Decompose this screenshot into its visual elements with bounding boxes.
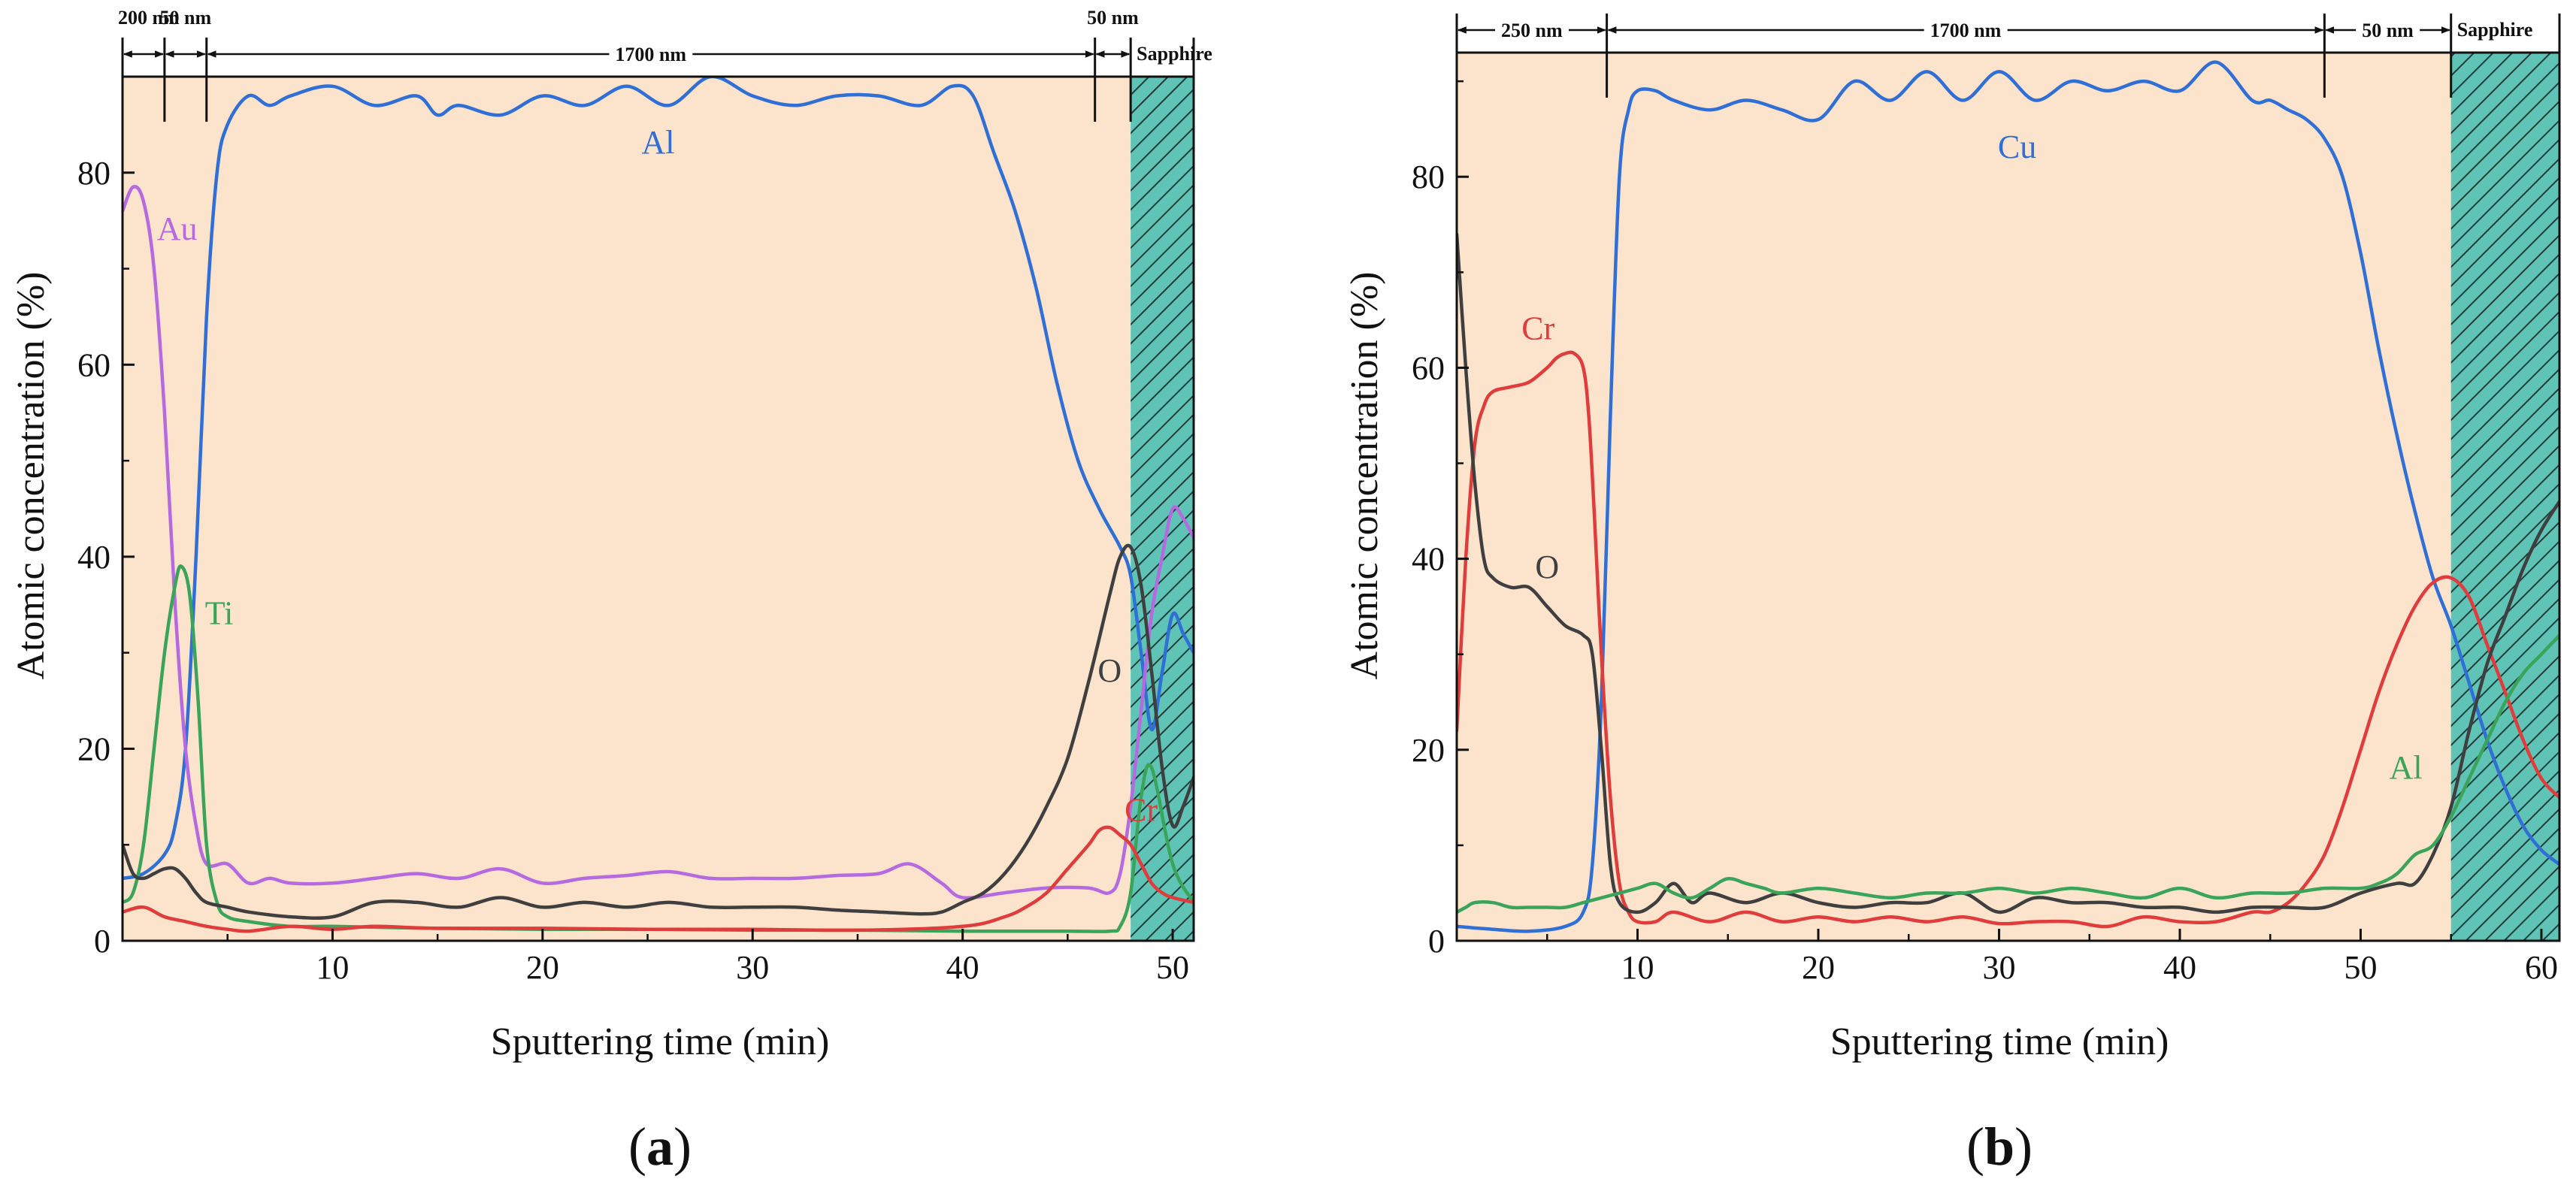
panel-b-y-axis-title: Atomic concentration (%) [1343, 272, 1386, 680]
panel-b: 250 nm 1700 nm 50 nm Sapphire Cu Cr O Al 10 20 3… [1343, 14, 2561, 1177]
panel-b-layer-backgrounds [1457, 53, 2559, 941]
y-tick-label: 80 [1412, 159, 1445, 195]
series-label-o: O [1097, 652, 1122, 689]
y-tick-label: 60 [77, 346, 110, 383]
panel-b-layer-annotations: 250 nm 1700 nm 50 nm Sapphire [1455, 14, 2561, 98]
layer-thickness-label: Sapphire [2457, 19, 2533, 41]
y-tick-label: 80 [77, 155, 110, 192]
x-tick-label: 50 [2344, 949, 2377, 986]
y-tick-label: 0 [1428, 923, 1445, 960]
y-tick-label: 20 [1412, 732, 1445, 769]
series-line-cr [1457, 350, 2559, 929]
series-label-al: Al [2390, 749, 2423, 786]
series-label-o: O [1535, 549, 1559, 585]
series-label-ti: Ti [205, 594, 234, 631]
panel-a-y-axis-title: Atomic concentration (%) [10, 272, 53, 680]
y-tick-label: 40 [77, 539, 110, 576]
y-tick-label: 20 [77, 730, 110, 767]
layer-label-background [1924, 21, 2008, 39]
panel-a-layer-backgrounds [123, 77, 1194, 941]
x-tick-label: 40 [946, 949, 979, 986]
y-tick-label: 40 [1412, 541, 1445, 578]
panel-a-label: (a) [628, 1117, 692, 1177]
layer-thickness-label: Sapphire [1137, 43, 1212, 65]
panel-b-x-axis-title: Sputtering time (min) [1830, 1020, 2169, 1063]
layer-thickness-label: 50 nm [1087, 7, 1139, 29]
x-tick-label: 50 [1156, 949, 1189, 986]
panel-b-label: (b) [1966, 1117, 2033, 1177]
series-label-au: Au [157, 210, 198, 247]
y-tick-label: 0 [94, 923, 110, 960]
layer-thickness-label: 50 nm [160, 7, 212, 29]
x-tick-label: 60 [2525, 949, 2558, 986]
x-tick-label: 20 [526, 949, 559, 986]
layer-label-background [609, 45, 693, 63]
layer-thickness-label: 200 nm [118, 7, 180, 29]
x-tick-label: 30 [736, 949, 769, 986]
layer-thickness-label: 250 nm [1501, 20, 1563, 41]
panel-b-axes: 10 20 30 40 50 60 0 20 40 60 80 [1412, 51, 2561, 986]
layer-thickness-label: 50 nm [2362, 20, 2414, 41]
x-tick-label: 10 [316, 949, 349, 986]
coating-region [123, 77, 1131, 941]
layer-thickness-label: 1700 nm [615, 44, 686, 65]
series-line-au [123, 185, 1194, 900]
series-line-al [1457, 633, 2559, 914]
series-line-cr [123, 825, 1194, 933]
layer-label-background [1494, 21, 1569, 39]
series-line-o [1457, 232, 2559, 914]
panel-a-letter: a [646, 1117, 674, 1177]
series-line-cu [1457, 60, 2559, 933]
series-lines [1457, 60, 2559, 933]
series-label-al: Al [642, 124, 675, 161]
panel-a-series: Al Au Ti O Cr [123, 77, 1194, 933]
panel-a-x-axis-title: Sputtering time (min) [491, 1020, 830, 1063]
x-tick-label: 40 [2163, 949, 2196, 986]
series-label-cr: Cr [1521, 310, 1554, 346]
coating-region [1457, 53, 2451, 941]
x-tick-label: 10 [1621, 949, 1654, 986]
series-label-cu: Cu [1998, 128, 2036, 165]
y-tick-label: 60 [1412, 349, 1445, 386]
x-tick-label: 20 [1802, 949, 1835, 986]
plot-frame [121, 75, 1195, 942]
panel-b-letter: b [1984, 1117, 2014, 1177]
x-tick-label: 30 [1982, 949, 2015, 986]
series-line-o [123, 543, 1194, 920]
panel-a-axes: 10 20 30 40 50 0 20 40 60 80 [77, 75, 1195, 986]
layer-label-background [2356, 21, 2420, 39]
series-line-al [123, 77, 1194, 881]
layer-thickness-label: 1700 nm [1930, 20, 2002, 41]
series-lines [123, 77, 1194, 933]
plot-frame [1455, 51, 2561, 942]
sapphire-substrate-region [2450, 53, 2559, 941]
panel-b-series: Cu Cr O Al [1457, 60, 2559, 933]
series-label-cr: Cr [1125, 791, 1158, 828]
